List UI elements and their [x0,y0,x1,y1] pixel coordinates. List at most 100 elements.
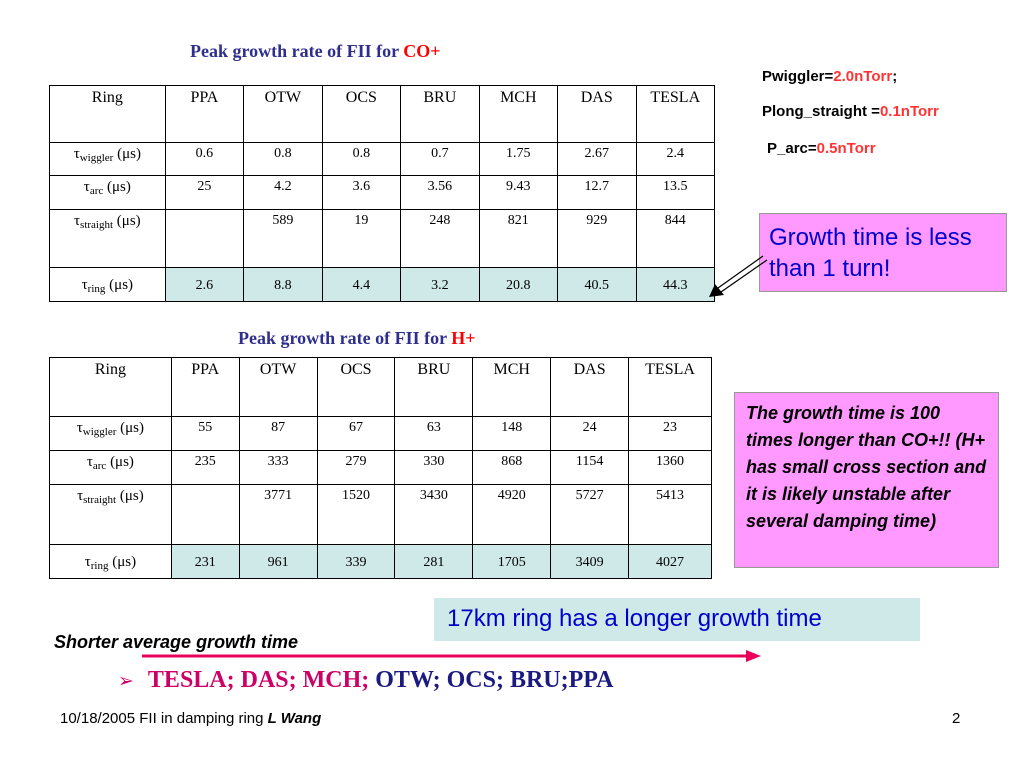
table1-title-prefix: Peak growth rate of FII for [190,41,404,61]
table-row: τstraight (μs) 589 19 248 821 929 844 [49,209,715,268]
table-cell: 8.8 [243,267,323,302]
row-subscript: wiggler [79,152,114,164]
table-cell: 12.7 [557,175,637,210]
row-subscript: wiggler [82,426,117,438]
row-label: τwiggler (μs) [49,416,172,451]
row-label: τring (μs) [49,267,166,302]
table-cell: 330 [394,450,474,485]
table-cell: 0.8 [321,142,402,176]
row-subscript: ring [87,283,106,295]
table-cell: 3771 [238,484,318,545]
table-row: τring (μs) 231 961 339 281 1705 3409 4027 [49,544,712,579]
row-subscript: ring [90,560,109,572]
table-cell: 4.2 [243,175,323,210]
table-row: τstraight (μs) 3771 1520 3430 4920 5727 5413 [49,484,712,545]
table-cell: 0.8 [243,142,323,176]
footer-author: L Wang [267,710,322,727]
table-cell: 231 [170,544,240,579]
table-cell: 333 [238,450,318,485]
table-cell: 281 [394,544,474,579]
tau-symbol: τ [81,277,88,293]
pressure-straight-value: 0.1nTorr [879,103,939,120]
co-growth-table: Ring PPA OTW OCS BRU MCH DAS TESLA τwiggler (μs)… [49,85,715,302]
callout-h-plus-explanation: The growth time is 100 times longer than… [734,392,999,568]
table-cell: 0.7 [400,142,480,176]
table-cell: 1705 [472,544,552,579]
row-label: τstraight (μs) [49,209,166,268]
growth-direction-arrow-head [746,650,761,662]
row-subscript: straight [80,219,114,231]
table2-title-prefix: Peak growth rate of FII for [238,328,452,348]
table-cell [164,209,245,268]
table-row: τarc (μs) 235 333 279 330 868 1154 1360 [49,450,712,485]
row-unit: (μs) [113,213,141,229]
row-subscript: arc [92,460,107,472]
table-row: τring (μs) 2.6 8.8 4.4 3.2 20.8 40.5 44.3 [49,267,715,302]
growth-direction-arrow [142,650,761,662]
tau-symbol: τ [74,213,81,229]
column-header: TESLA [635,85,715,143]
pressure-straight: Plong_straight =0.1nTorr [762,103,939,120]
table-cell: 2.6 [164,267,245,302]
table-cell: 24 [550,416,630,451]
table-cell: 13.5 [635,175,715,210]
pressure-arc-label: P_arc= [767,140,817,157]
row-label: τring (μs) [49,544,172,579]
column-header: PPA [170,357,240,417]
column-header: PPA [164,85,245,143]
table-cell: 148 [472,416,552,451]
table-cell: 3.2 [400,267,480,302]
table-cell: 929 [557,209,637,268]
row-unit: (μs) [106,454,134,470]
table-cell: 63 [394,416,474,451]
table-cell: 2.4 [635,142,715,176]
column-header: BRU [394,357,474,417]
column-header: MCH [478,85,559,143]
callout-arrow-head [709,284,724,297]
table-cell: 20.8 [478,267,559,302]
pressure-wiggler-label: Pwiggler= [762,68,834,85]
row-unit: (μs) [105,277,134,293]
table-cell: 55 [170,416,240,451]
shorter-growth-label: Shorter average growth time [54,632,299,652]
column-header: Ring [49,357,172,417]
table-cell: 1154 [550,450,630,485]
pressure-wiggler-suffix: ; [892,68,898,85]
h-growth-table: Ring PPA OTW OCS BRU MCH DAS TESLA τwiggler (μs)… [49,357,712,579]
table-cell: 19 [321,209,402,268]
callout-arrow-line-a [717,255,764,289]
tau-symbol: τ [84,554,91,570]
table1-title-species: CO+ [403,41,441,61]
ranking-blue-part: OTW; OCS; BRU;PPA [369,667,614,693]
callout-17km-ring: 17km ring has a longer growth time [434,598,920,641]
row-subscript: straight [83,494,117,506]
callout-less-than-one-turn: Growth time is less than 1 turn! [759,213,1007,292]
table-cell: 279 [316,450,396,485]
table-row: τarc (μs) 25 4.2 3.6 3.56 9.43 12.7 13.5 [49,175,715,210]
table2-title: Peak growth rate of FII for H+ [238,328,476,349]
table2-title-species: H+ [451,328,476,348]
column-header: OTW [243,85,323,143]
row-label: τarc (μs) [49,450,172,485]
table-cell: 44.3 [635,267,715,302]
table-row: τwiggler (μs) 0.6 0.8 0.8 0.7 1.75 2.67 2.4 [49,142,715,176]
callout-arrow [709,255,768,297]
ranking-bullet-icon: ➢ [118,670,134,692]
footer-date-title: 10/18/2005 FII in damping ring [60,710,268,727]
tau-symbol: τ [76,420,83,436]
table-cell: 3.56 [400,175,480,210]
pressure-wiggler-value: 2.0nTorr [833,68,893,85]
column-header: OTW [238,357,318,417]
table-cell: 339 [316,544,396,579]
table-cell: 868 [472,450,552,485]
table-cell: 1.75 [478,142,559,176]
table-cell: 4.4 [321,267,402,302]
column-header: DAS [557,85,637,143]
footer-left: 10/18/2005 FII in damping ring L Wang [60,710,321,727]
table-cell: 5413 [628,484,712,545]
table-cell: 235 [170,450,240,485]
table-cell: 961 [238,544,318,579]
table-cell: 3409 [550,544,630,579]
table-cell: 2.67 [557,142,637,176]
row-label: τwiggler (μs) [49,142,166,176]
